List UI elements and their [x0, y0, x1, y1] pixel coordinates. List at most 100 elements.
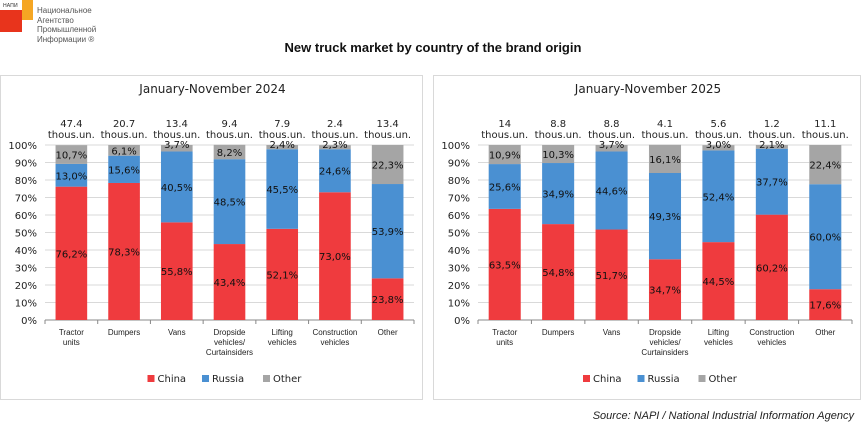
data-label: 6,1% — [111, 146, 136, 157]
category-label: vehicles/ — [649, 338, 681, 347]
y-tick-label: 0% — [21, 316, 37, 327]
category-label: units — [63, 338, 80, 347]
bar-segment-other — [702, 145, 735, 151]
bar-segment-russia — [542, 163, 575, 225]
data-label: 40,5% — [161, 183, 193, 194]
category-label: vehicles/ — [214, 338, 246, 347]
category-label: Dropside — [213, 328, 246, 337]
legend-swatch-other — [698, 375, 706, 382]
data-label: 2,3% — [322, 140, 347, 151]
total-value: 4.1 — [657, 119, 673, 130]
data-label: 25,6% — [489, 182, 521, 193]
total-unit: thous.un. — [642, 130, 689, 141]
y-tick-label: 70% — [448, 194, 470, 205]
data-label: 44,6% — [596, 187, 628, 198]
bar-segment-russia — [648, 173, 682, 260]
total-unit: thous.un. — [101, 130, 148, 141]
y-tick-label: 10% — [448, 299, 470, 310]
category-label: Dumpers — [108, 328, 140, 337]
bar-segment-other — [488, 145, 521, 165]
category-label: units — [496, 338, 513, 347]
legend-label: China — [593, 374, 622, 385]
y-tick-label: 20% — [448, 281, 470, 292]
bar-segment-other — [160, 145, 193, 152]
y-tick-label: 60% — [448, 211, 470, 222]
total-unit: thous.un. — [588, 130, 635, 141]
y-tick-label: 50% — [448, 229, 470, 240]
data-label: 2,4% — [270, 140, 295, 151]
data-label: 37,7% — [756, 178, 788, 189]
logo-line: Промышленной — [37, 25, 97, 34]
category-label: Dropside — [649, 328, 682, 337]
bar-segment-other — [55, 145, 88, 164]
bar-segment-russia — [371, 184, 404, 279]
data-label: 49,3% — [649, 212, 681, 223]
data-label: 10,7% — [55, 151, 87, 162]
data-label: 60,2% — [756, 263, 788, 274]
category-label: Vans — [603, 328, 621, 337]
total-value: 20.7 — [113, 119, 135, 130]
total-unit: thous.un. — [481, 130, 528, 141]
bar-segment-russia — [488, 164, 521, 209]
total-value: 14 — [498, 119, 511, 130]
bar-segment-china — [648, 259, 682, 320]
y-tick-label: 70% — [15, 194, 37, 205]
legend-swatch-china — [147, 375, 155, 382]
y-tick-label: 80% — [15, 176, 37, 187]
total-unit: thous.un. — [748, 130, 795, 141]
total-unit: thous.un. — [535, 130, 582, 141]
bar-segment-russia — [755, 148, 788, 215]
category-label: vehicles — [268, 338, 297, 347]
total-value: 13.4 — [166, 119, 188, 130]
bar-segment-other — [809, 145, 842, 185]
y-tick-label: 40% — [448, 246, 470, 257]
logo-orange-square — [22, 0, 33, 20]
bar-segment-china — [55, 186, 88, 320]
bar-segment-russia — [160, 151, 193, 223]
data-label: 52,4% — [703, 192, 735, 203]
bar-segment-china — [488, 208, 521, 320]
legend-label: Russia — [212, 374, 244, 385]
bar-segment-china — [108, 182, 140, 320]
bar-segment-china — [702, 242, 735, 320]
legend-swatch-other — [263, 375, 270, 382]
category-label: Other — [815, 328, 835, 337]
data-label: 23,8% — [372, 295, 404, 306]
bar-segment-china — [266, 228, 299, 320]
y-tick-label: 50% — [15, 229, 37, 240]
category-label: Tractor — [59, 328, 84, 337]
data-label: 55,8% — [161, 267, 193, 278]
data-label: 16,1% — [649, 155, 681, 166]
y-tick-label: 30% — [448, 264, 470, 275]
legend-label: Other — [273, 374, 302, 385]
legend-label: China — [158, 374, 187, 385]
category-label: Construction — [312, 328, 357, 337]
category-label: Lifting — [272, 328, 293, 337]
bar-segment-other — [755, 145, 788, 149]
bar-segment-china — [371, 278, 404, 320]
data-label: 54,8% — [542, 268, 574, 279]
y-tick-label: 100% — [441, 141, 470, 152]
total-value: 13.4 — [377, 119, 399, 130]
bar-segment-other — [595, 145, 628, 152]
total-unit: thous.un. — [153, 130, 200, 141]
bar-segment-china — [160, 222, 193, 320]
y-tick-label: 0% — [454, 316, 470, 327]
bar-segment-other — [108, 145, 140, 156]
logo-red-square — [0, 10, 22, 32]
total-unit: thous.un. — [695, 130, 742, 141]
total-unit: thous.un. — [206, 130, 253, 141]
data-label: 3,0% — [706, 140, 731, 151]
data-label: 22,3% — [372, 161, 404, 172]
data-label: 53,9% — [372, 227, 404, 238]
chart-title: January-November 2024 — [138, 82, 285, 96]
total-value: 2.4 — [327, 119, 343, 130]
bar-segment-china — [213, 244, 246, 320]
data-label: 10,3% — [542, 150, 574, 161]
total-value: 7.9 — [274, 119, 290, 130]
category-label: Curtainsiders — [641, 348, 688, 357]
data-label: 51,7% — [596, 271, 628, 282]
data-label: 24,6% — [319, 167, 351, 178]
chart-panel-2024: January-November 2024 0% 10% 20% 30% 40% 50% 60… — [0, 75, 423, 400]
bar-segment-other — [542, 145, 575, 164]
